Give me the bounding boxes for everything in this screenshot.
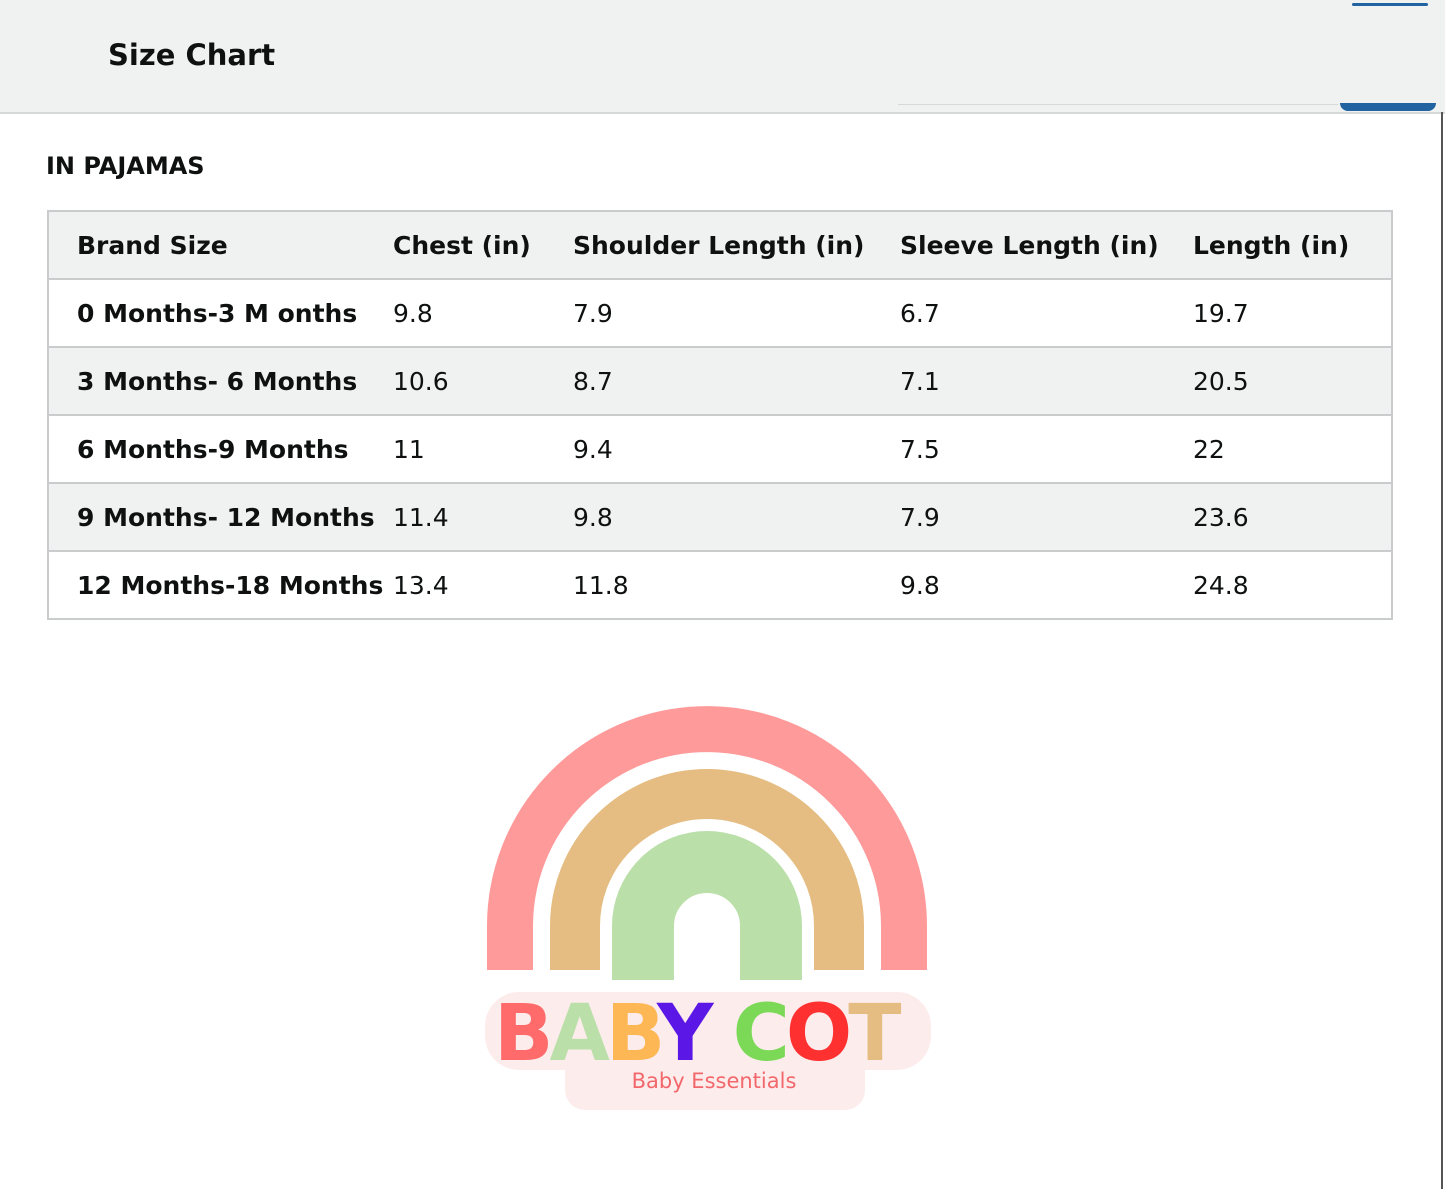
size-chart-table: Brand Size Chest (in) Shoulder Length (i… — [47, 210, 1393, 620]
measurement-cell: 7.9 — [573, 278, 900, 347]
measurement-cell: 7.9 — [900, 482, 1193, 551]
measurement-cell: 9.8 — [573, 482, 900, 551]
brand-size-cell: 3 Months- 6 Months — [48, 346, 393, 415]
measurement-cell: 9.8 — [900, 550, 1193, 619]
table-row: 12 Months-18 Months 13.4 11.8 9.8 24.8 — [48, 550, 1392, 619]
column-header: Shoulder Length (in) — [573, 210, 900, 279]
measurement-cell: 11.4 — [393, 482, 573, 551]
logo-tagline: Baby Essentials — [632, 1069, 797, 1093]
measurement-cell: 7.5 — [900, 414, 1193, 483]
section-title: IN PAJAMAS — [46, 152, 205, 180]
brand-size-cell: 9 Months- 12 Months — [48, 482, 393, 551]
brand-logo: BABY COT Baby Essentials — [470, 690, 950, 1120]
measurement-cell: 23.6 — [1193, 482, 1392, 551]
scrollbar[interactable] — [1441, 112, 1443, 1189]
svg-text:BABY COT: BABY COT — [494, 989, 901, 1079]
table-row: 0 Months-3 M onths 9.8 7.9 6.7 19.7 — [48, 278, 1392, 347]
measurement-cell: 22 — [1193, 414, 1392, 483]
measurement-cell: 9.4 — [573, 414, 900, 483]
accent-bar — [1352, 3, 1428, 6]
modal-title: Size Chart — [108, 38, 276, 72]
column-header: Length (in) — [1193, 210, 1392, 279]
column-header: Brand Size — [48, 210, 393, 279]
table-header-row: Brand Size Chest (in) Shoulder Length (i… — [48, 210, 1392, 279]
table-row: 9 Months- 12 Months 11.4 9.8 7.9 23.6 — [48, 482, 1392, 551]
measurement-cell: 8.7 — [573, 346, 900, 415]
measurement-cell: 7.1 — [900, 346, 1193, 415]
measurement-cell: 6.7 — [900, 278, 1193, 347]
table-row: 3 Months- 6 Months 10.6 8.7 7.1 20.5 — [48, 346, 1392, 415]
measurement-cell: 9.8 — [393, 278, 573, 347]
measurement-cell: 10.6 — [393, 346, 573, 415]
measurement-cell: 24.8 — [1193, 550, 1392, 619]
column-header: Chest (in) — [393, 210, 573, 279]
measurement-cell: 11.8 — [573, 550, 900, 619]
measurement-cell: 19.7 — [1193, 278, 1392, 347]
divider — [898, 104, 1338, 105]
brand-size-cell: 6 Months-9 Months — [48, 414, 393, 483]
measurement-cell: 20.5 — [1193, 346, 1392, 415]
table-row: 6 Months-9 Months 11 9.4 7.5 22 — [48, 414, 1392, 483]
measurement-cell: 11 — [393, 414, 573, 483]
brand-size-cell: 12 Months-18 Months — [48, 550, 393, 619]
measurement-cell: 13.4 — [393, 550, 573, 619]
close-button[interactable] — [1340, 103, 1436, 111]
column-header: Sleeve Length (in) — [900, 210, 1193, 279]
modal-header: Size Chart — [0, 0, 1445, 114]
brand-size-cell: 0 Months-3 M onths — [48, 278, 393, 347]
